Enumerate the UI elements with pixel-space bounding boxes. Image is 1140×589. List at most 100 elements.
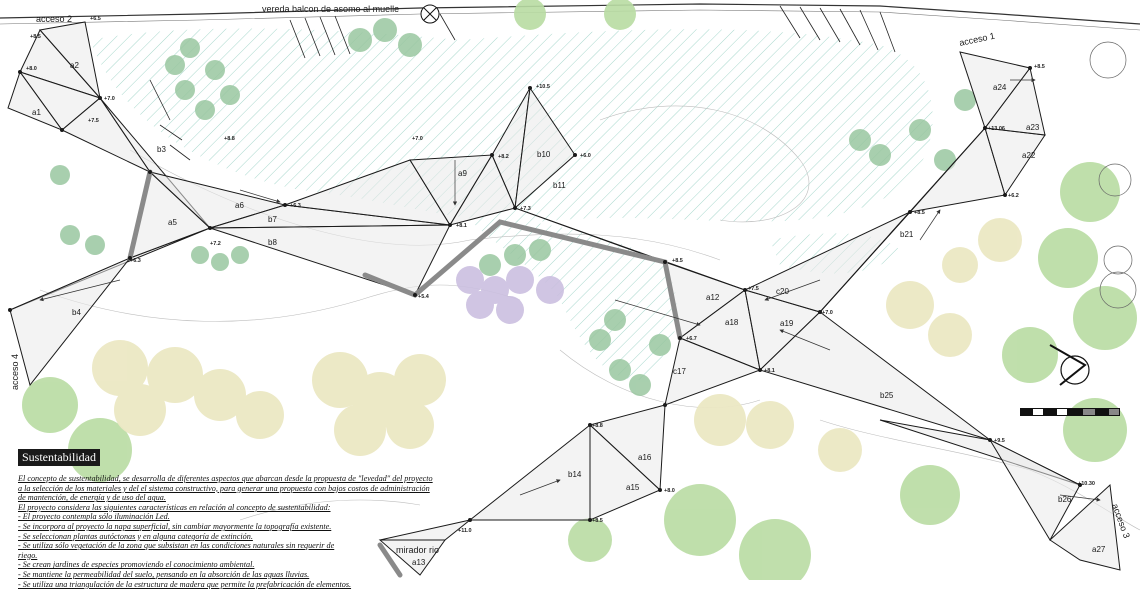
panel-label: a13 bbox=[412, 558, 426, 567]
scale-segment bbox=[1068, 408, 1082, 416]
level-mark: +9.5 bbox=[994, 438, 1005, 444]
slope-arrows bbox=[39, 77, 1101, 502]
dark-green-trees bbox=[50, 18, 976, 396]
panel-label: a15 bbox=[626, 483, 640, 492]
panel-labels: a1 a2 b3 b4 a5 a6 b7 b8 a9 b10 b11 a12 a… bbox=[32, 61, 1106, 567]
scale-segment bbox=[1056, 408, 1068, 416]
yellow-trees bbox=[92, 218, 1022, 472]
scale-segment bbox=[1020, 408, 1032, 416]
panel-label: b11 bbox=[553, 181, 566, 190]
deck-panels bbox=[7, 21, 1121, 576]
note-line: - Se seleccionan plantas autóctonas y en… bbox=[18, 531, 253, 541]
note-line: - Se utiliza una triangulación de la est… bbox=[18, 579, 352, 589]
note-line: a la selección de los materiales y del e… bbox=[18, 483, 430, 493]
level-mark: +7.2 bbox=[210, 241, 221, 247]
level-mark: +8.5 bbox=[914, 210, 925, 216]
panel-label: a6 bbox=[235, 201, 244, 210]
level-mark: +7.0 bbox=[104, 96, 115, 102]
level-mark: +11.0 bbox=[458, 528, 472, 534]
scale-segment bbox=[1108, 408, 1120, 416]
sketch-trees bbox=[1089, 41, 1137, 309]
note-line: de mantención, de energía y de uso del a… bbox=[18, 493, 166, 503]
level-mark: +8.2 bbox=[498, 154, 509, 160]
level-mark: +8.8 bbox=[592, 423, 603, 429]
panel-label: a19 bbox=[780, 319, 794, 328]
level-mark: +7.0 bbox=[412, 136, 423, 142]
panel-label: b3 bbox=[157, 145, 166, 154]
panel-label: b14 bbox=[568, 470, 582, 479]
access-label: acceso 2 bbox=[36, 14, 72, 24]
level-mark: +8.5 bbox=[592, 518, 603, 524]
panel-label: a16 bbox=[638, 453, 652, 462]
level-mark: +5.4 bbox=[418, 294, 430, 300]
panel-label: b10 bbox=[537, 150, 551, 159]
street-edge: vereda balcon de asomo al muelle bbox=[0, 3, 1140, 31]
panel-label: a2 bbox=[70, 61, 79, 70]
note-line: - Se mantiene la permeabilidad del suelo… bbox=[18, 569, 310, 579]
tree-canopies bbox=[22, 0, 1137, 580]
level-mark: +8.5 bbox=[672, 258, 683, 264]
level-mark: +8.8 bbox=[224, 136, 235, 142]
level-mark: +8.0 bbox=[26, 66, 37, 72]
panel-nodes bbox=[8, 66, 1082, 522]
street-label: vereda balcon de asomo al muelle bbox=[262, 4, 399, 14]
panel-label: a5 bbox=[168, 218, 177, 227]
scale-segment bbox=[1082, 408, 1096, 416]
level-mark: +10.30 bbox=[1078, 481, 1095, 487]
level-mark: +8.5 bbox=[30, 34, 41, 40]
scale-segment bbox=[1044, 408, 1056, 416]
level-mark: +7.5 bbox=[748, 286, 759, 292]
note-line: El proyecto considera las siguientes car… bbox=[18, 502, 331, 512]
level-mark: +8.5 bbox=[1034, 64, 1045, 70]
level-mark: +6.5 bbox=[90, 16, 101, 22]
note-line: - Se utiliza sólo vegetación de la zona … bbox=[18, 541, 335, 551]
level-mark: +7.3 bbox=[520, 206, 531, 212]
panel-label: a18 bbox=[725, 318, 739, 327]
panel-label: b25 bbox=[880, 391, 894, 400]
access-label: acceso 1 bbox=[958, 31, 995, 48]
note-line: - Se incorpora al proyecto la napa super… bbox=[18, 521, 332, 531]
level-mark: +6.7 bbox=[686, 336, 697, 342]
notes-title: Sustentabilidad bbox=[18, 449, 100, 466]
scale-bar bbox=[1020, 408, 1120, 416]
panel-label: b21 bbox=[900, 230, 914, 239]
note-line: - Se crean jardines de especies promovie… bbox=[18, 560, 255, 570]
level-mark: +13.06 bbox=[988, 126, 1005, 132]
level-marks: +8.5 +6.5 +8.0 +7.0 +7.5 +8.8 +6.3 +7.2 … bbox=[26, 16, 1095, 534]
scale-segment bbox=[1032, 408, 1044, 416]
viewpoint-label: mirador rio bbox=[396, 545, 439, 555]
panel-label: a24 bbox=[993, 83, 1007, 92]
panel-label: b4 bbox=[72, 308, 81, 317]
level-mark: +7.0 bbox=[822, 310, 833, 316]
level-mark: +10.5 bbox=[536, 84, 550, 90]
level-mark: +8.1 bbox=[764, 368, 775, 374]
note-line: riego. bbox=[18, 550, 38, 560]
level-mark: +6.2 bbox=[1008, 193, 1019, 199]
panel-label: a23 bbox=[1026, 123, 1040, 132]
panel-label: b26 bbox=[1058, 495, 1072, 504]
panel-label: a1 bbox=[32, 108, 41, 117]
top-edge-rails bbox=[149, 5, 896, 161]
panel-label: a22 bbox=[1022, 151, 1036, 160]
panel-label: c17 bbox=[673, 367, 686, 376]
note-line: El concepto de sustentabilidad, se desar… bbox=[18, 474, 433, 483]
panel-label: a12 bbox=[706, 293, 720, 302]
level-mark: +6.0 bbox=[580, 153, 591, 159]
access-label: acceso 4 bbox=[10, 354, 20, 390]
scale-segment bbox=[1096, 408, 1108, 416]
level-mark: +8.0 bbox=[664, 488, 675, 494]
level-mark: +8.1 bbox=[456, 223, 467, 229]
panel-label: b7 bbox=[268, 215, 277, 224]
panel-label: a9 bbox=[458, 169, 467, 178]
sustainability-notes: Sustentabilidad El concepto de sustentab… bbox=[18, 448, 458, 589]
panel-label: c20 bbox=[776, 287, 789, 296]
green-trees bbox=[22, 0, 1137, 580]
panel-label: b8 bbox=[268, 238, 277, 247]
purple-trees bbox=[456, 266, 564, 324]
path-rails bbox=[127, 169, 683, 578]
level-mark: +6.3 bbox=[290, 203, 301, 209]
level-mark: +6.3 bbox=[130, 258, 141, 264]
level-mark: +7.5 bbox=[88, 118, 99, 124]
north-arrow-icon bbox=[420, 4, 1090, 386]
